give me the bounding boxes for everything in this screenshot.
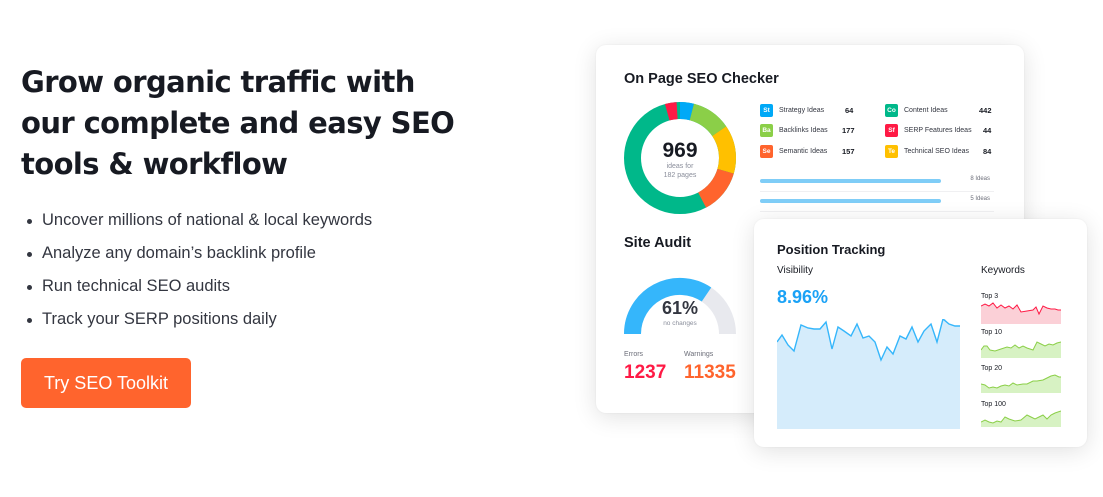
keyword-group-label: Top 10 xyxy=(981,329,1003,336)
ideas-subtitle: ideas for 182 pages xyxy=(663,163,697,179)
warnings-value: 11335 xyxy=(684,362,736,383)
backlinks-badge-icon: Ba xyxy=(760,123,773,137)
donut-svg xyxy=(624,102,736,214)
ideas-total: 969 xyxy=(662,139,698,162)
strategy-badge-icon: St xyxy=(760,103,773,117)
idea-serp-features[interactable]: Sf SERP Features Ideas 44 xyxy=(885,123,991,137)
idea-content[interactable]: Co Content Ideas 442 xyxy=(885,103,992,117)
technical-seo-badge-icon: Te xyxy=(885,144,898,158)
ideas-bar xyxy=(760,179,941,183)
position-tracking-title: Position Tracking xyxy=(777,242,886,257)
position-tracking-card: Position Tracking Visibility 8.96% Keywo… xyxy=(754,219,1087,447)
errors-value: 1237 xyxy=(624,362,667,383)
site-audit-percent: 61% xyxy=(661,298,699,318)
ideas-bar-row: 5 Ideas xyxy=(760,192,994,212)
feature-item: Run technical SEO audits xyxy=(24,270,372,303)
on-page-title: On Page SEO Checker xyxy=(624,71,779,87)
ideas-bar-row: 8 Ideas xyxy=(760,172,994,192)
ideas-bar xyxy=(760,199,941,203)
content-badge-icon: Co xyxy=(885,103,898,117)
ideas-donut-chart: 969 ideas for 182 pages xyxy=(624,102,736,214)
idea-technical-seo[interactable]: Te Technical SEO Ideas 84 xyxy=(885,144,991,158)
feature-list: Uncover millions of national & local key… xyxy=(24,204,372,336)
warnings-label: Warnings xyxy=(684,351,714,358)
try-seo-toolkit-button[interactable]: Try SEO Toolkit xyxy=(21,358,191,408)
feature-item: Uncover millions of national & local key… xyxy=(24,204,372,237)
top10-sparkline xyxy=(981,341,1061,358)
serp-features-badge-icon: Sf xyxy=(885,123,898,137)
site-audit-title: Site Audit xyxy=(624,235,692,251)
visibility-value: 8.96% xyxy=(777,287,829,307)
visibility-label: Visibility xyxy=(777,265,813,276)
idea-backlinks[interactable]: Ba Backlinks Ideas 177 xyxy=(760,123,855,137)
top20-sparkline xyxy=(981,374,1061,393)
visibility-chart xyxy=(777,319,960,429)
idea-semantic[interactable]: Se Semantic Ideas 157 xyxy=(760,144,855,158)
keyword-group-label: Top 3 xyxy=(981,293,999,300)
top100-sparkline xyxy=(981,410,1061,427)
keywords-label: Keywords xyxy=(981,265,1025,276)
semantic-badge-icon: Se xyxy=(760,144,773,158)
feature-item: Analyze any domain’s backlink profile xyxy=(24,237,372,270)
errors-label: Errors xyxy=(624,351,644,358)
keyword-group-label: Top 20 xyxy=(981,365,1003,372)
top3-sparkline xyxy=(981,302,1061,324)
hero-title: Grow organic traffic with our complete a… xyxy=(21,65,455,181)
idea-strategy[interactable]: St Strategy Ideas 64 xyxy=(760,103,853,117)
site-audit-gauge xyxy=(624,277,736,334)
feature-item: Track your SERP positions daily xyxy=(24,303,372,336)
site-audit-percent-sub: no changes xyxy=(663,320,697,327)
keyword-group-label: Top 100 xyxy=(981,401,1006,408)
